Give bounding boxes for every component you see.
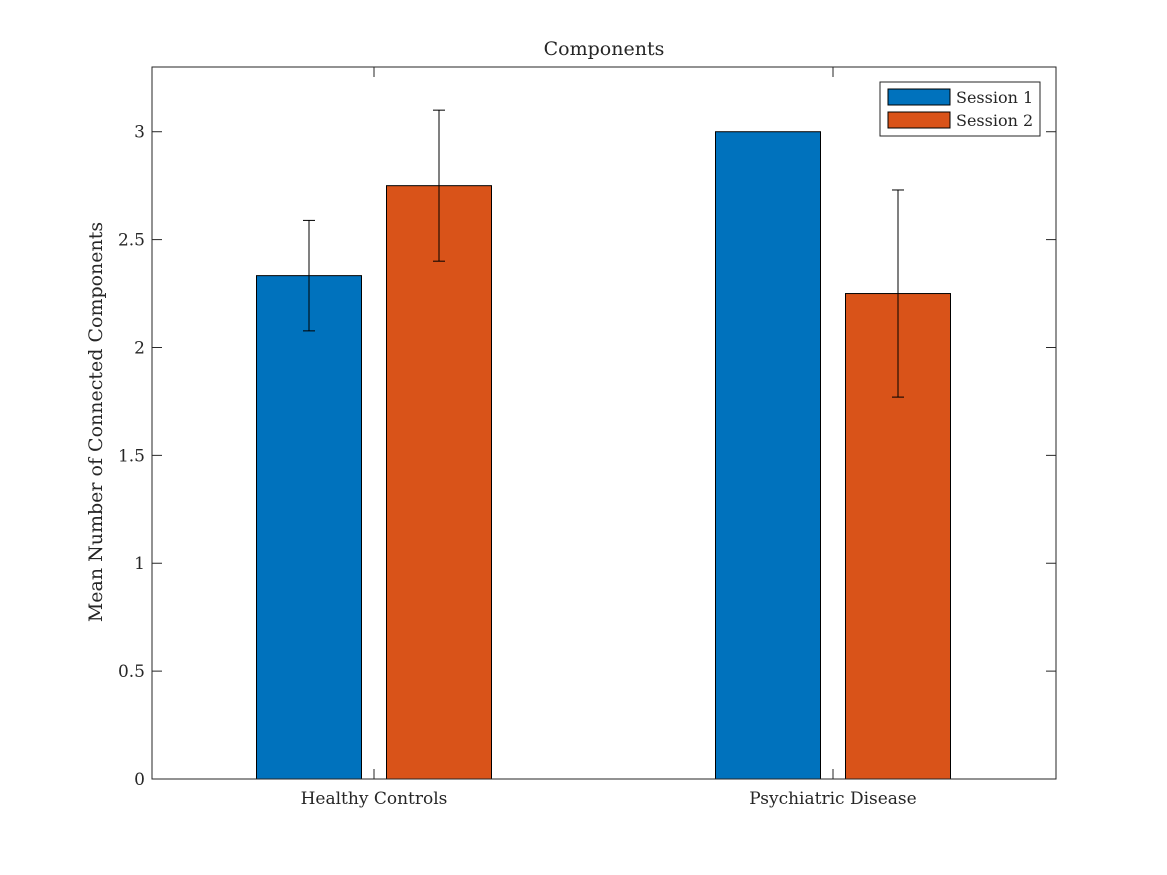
- y-tick-label: 1.5: [118, 446, 145, 466]
- chart-title: Components: [544, 38, 665, 60]
- x-tick-label: Healthy Controls: [301, 789, 448, 809]
- legend-swatch: [887, 111, 951, 129]
- x-tick-label: Psychiatric Disease: [749, 789, 916, 809]
- axes-box: [151, 66, 1057, 780]
- legend-label: Session 1: [956, 88, 1033, 107]
- y-tick-label: 1: [134, 554, 145, 574]
- y-tick-label: 2: [134, 338, 145, 358]
- legend-swatch: [887, 88, 951, 106]
- y-tick-label: 2.5: [118, 231, 145, 251]
- legend: Session 1 Session 2: [879, 81, 1041, 137]
- plot-area: 0 0.5 1 1.5 2 2.5 3 Healthy Controls Psychiatric…: [118, 66, 1057, 809]
- y-tick-label: 0.5: [118, 662, 145, 682]
- y-axis-label: Mean Number of Connected Components: [85, 222, 107, 622]
- bar: [715, 131, 821, 780]
- y-tick-label: 0: [134, 770, 145, 790]
- y-tick-label: 3: [134, 123, 145, 143]
- bar: [386, 185, 492, 780]
- legend-label: Session 2: [956, 111, 1033, 130]
- bar: [256, 275, 362, 780]
